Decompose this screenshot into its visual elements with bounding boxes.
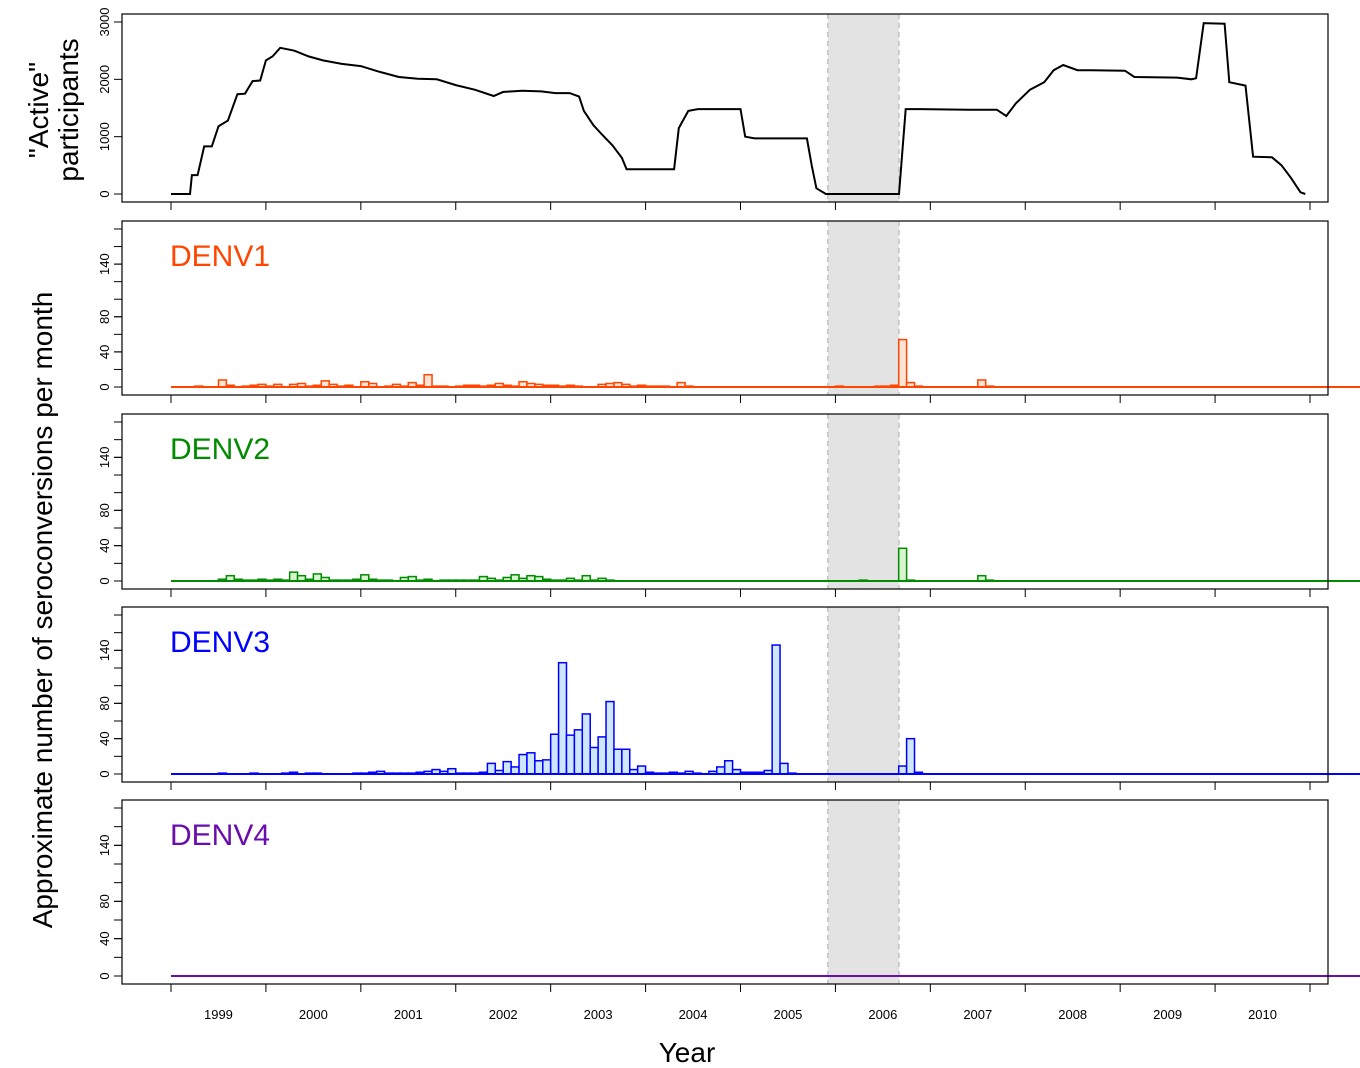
y-tick-label: 0 [97,383,112,390]
bar [565,734,576,775]
bars [193,338,995,388]
panel-label: DENV3 [170,626,270,659]
panel-denv2: 0 40 80 140 DENV2 [97,413,1360,597]
y-tick-label: 0 [97,972,112,979]
x-year-label: 1999 [204,1007,233,1022]
y-tick-label: 140 [97,253,112,275]
bar [557,661,568,775]
bar [716,766,726,775]
bar [779,762,789,775]
panel-denv3: 0 40 80 140 DENV3 [97,606,1360,790]
panel-frame [121,413,1329,590]
bar [723,760,734,775]
bar [518,753,528,775]
y-axis: 0 40 80 140 [97,421,122,585]
x-year-label: 2002 [489,1007,518,1022]
panel-denv1: 0 40 80 140 DENV1 [97,220,1360,403]
bar [597,736,607,775]
y-tick-label: 140 [97,639,112,661]
panel-denv4: 0 40 80 140 DENV4 [97,799,1360,992]
y-tick-label: 140 [97,834,112,856]
x-year-label: 2005 [773,1007,802,1022]
active-participants-title-line2: participants [53,38,84,181]
bar [581,713,591,775]
y-tick-label: 80 [97,503,112,517]
y-tick-label: 40 [97,731,112,745]
panel-frame [121,220,1329,396]
gap-shading-layer [827,14,900,984]
active-participants-line [171,22,1306,195]
bar [897,547,908,582]
bar [542,759,552,775]
bars [217,644,924,775]
panel-frame [121,13,1329,203]
bar [423,373,433,388]
active-participants-title-line1: "Active" [23,62,54,158]
y-tick-label: 1000 [97,122,112,151]
bar [897,338,908,388]
panel-label: DENV2 [170,433,270,466]
x-axis: 1999 2000 2001 2002 2003 2004 2005 2006 2007 2008… [204,1007,1277,1022]
bar [573,729,584,775]
bar [486,762,497,775]
bar [502,760,512,775]
y-axis: 0 40 80 140 [97,807,122,980]
y-axis: 0 40 80 140 [97,614,122,778]
x-year-label: 2003 [584,1007,613,1022]
y-tick-label: 0 [97,770,112,777]
gap-shading [827,800,900,984]
x-year-label: 2000 [299,1007,328,1022]
x-axis-title: Year [659,1037,716,1068]
bars [217,547,995,582]
panel-active-participants: 0 1000 2000 3000 [97,8,1329,210]
bar [526,752,536,775]
bar [613,748,623,775]
y-tick-label: 80 [97,696,112,710]
bar [288,571,299,582]
y-axis-title-shared: Approximate number of seroconversions pe… [27,292,58,929]
bar [217,379,228,388]
y-tick-label: 40 [97,931,112,945]
bar [510,766,520,775]
bar [312,573,323,582]
y-tick-label: 40 [97,538,112,552]
bar [621,748,631,775]
y-tick-label: 0 [97,577,112,584]
panel-label: DENV1 [170,240,270,273]
y-tick-label: 80 [97,894,112,908]
panel-frame [121,606,1329,783]
panel-label: DENV4 [170,819,270,852]
panel-frame [121,799,1329,985]
y-tick-label: 0 [97,190,112,197]
bar [771,644,781,775]
y-tick-label: 140 [97,446,112,468]
gap-shading [827,221,900,395]
y-tick-label: 80 [97,310,112,324]
x-year-label: 2007 [963,1007,992,1022]
gap-shading [827,607,900,782]
bar [977,379,987,388]
bar [605,700,615,775]
bar [589,746,599,775]
x-year-label: 2010 [1248,1007,1277,1022]
bar [636,765,647,775]
x-year-label: 2001 [394,1007,423,1022]
y-tick-label: 2000 [97,65,112,94]
x-year-label: 2009 [1153,1007,1182,1022]
x-year-label: 2006 [868,1007,897,1022]
bar [905,737,916,775]
bar [549,733,560,775]
x-year-label: 2008 [1058,1007,1087,1022]
gap-shading [827,14,900,202]
y-axis: 0 1000 2000 3000 [97,8,122,198]
y-tick-label: 3000 [97,8,112,37]
bar [534,760,544,775]
y-axis: 0 40 80 140 [97,228,122,391]
bar [897,765,908,775]
gap-shading [827,414,900,589]
y-tick-label: 40 [97,345,112,359]
x-year-label: 2004 [679,1007,708,1022]
